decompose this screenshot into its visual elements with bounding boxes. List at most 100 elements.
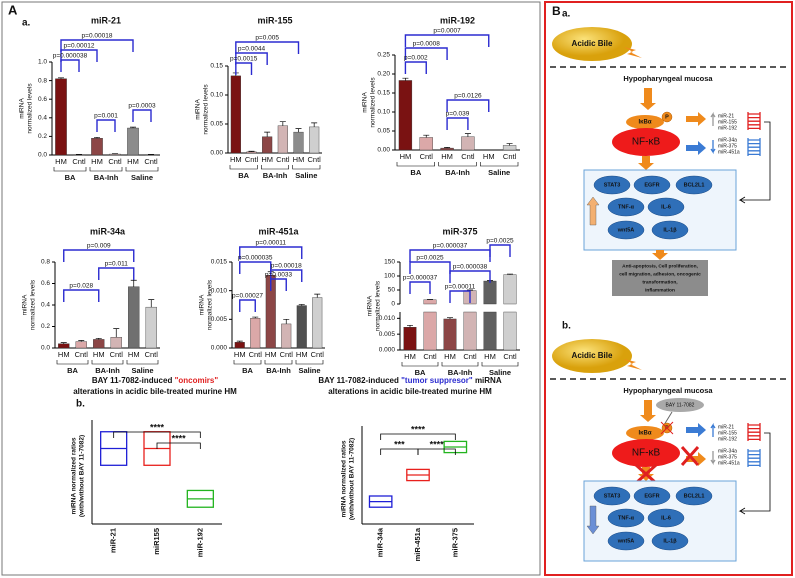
error-bar (252, 316, 259, 319)
significance-bracket (404, 34, 490, 47)
arrow (686, 141, 706, 155)
gene (647, 197, 685, 217)
error-bar (236, 340, 243, 343)
y-axis-label: miRNA (199, 294, 206, 315)
significance-bracket (449, 270, 491, 283)
bar (110, 337, 122, 349)
group-bracket (91, 360, 124, 365)
error-bar (298, 304, 305, 306)
x-tick-label: miR-21 (109, 528, 118, 553)
group-bracket (56, 360, 89, 365)
arrow (686, 423, 706, 437)
bar (483, 311, 497, 351)
error-bar (506, 143, 513, 146)
phospho-label: P (665, 114, 669, 120)
error-bar (113, 328, 120, 338)
group-label: BA (415, 368, 426, 377)
small-arrow (710, 451, 716, 466)
bar (296, 305, 307, 349)
nfkb-label: NF-κB (632, 137, 661, 148)
mirna-down: miR-451a (718, 460, 740, 466)
x-tick-label: HM (400, 152, 412, 161)
mirna-up: miR-155 (718, 430, 737, 436)
bar (277, 125, 288, 154)
p-value: p=0.000037 (433, 243, 468, 250)
y-axis-label: normalized levels (375, 280, 382, 331)
x-tick-label: Cntl (249, 350, 263, 359)
error-bar (447, 317, 453, 319)
group-label: Saline (295, 171, 317, 180)
y-axis-label: (with/without BAY 11-7082) (349, 438, 356, 520)
p-value: p=0.009 (87, 243, 111, 250)
p-value: p=0.000038 (53, 53, 88, 60)
p-value: p=0.0025 (486, 238, 514, 245)
group-bracket (264, 360, 293, 365)
group-bracket (438, 162, 477, 167)
gene (607, 531, 645, 551)
y-tick-label: 100 (384, 273, 395, 280)
error-bar (444, 146, 451, 149)
bar (234, 342, 245, 349)
x-tick-label: HM (91, 157, 103, 166)
y-tick-label: 50 (388, 287, 396, 294)
bar (398, 80, 413, 151)
significance-bracket (239, 261, 272, 274)
group-bracket (295, 360, 324, 365)
arrow (640, 88, 656, 110)
p-value: p=0.00018 (82, 33, 113, 40)
p-value: p=0.039 (446, 111, 470, 118)
y-tick-label: 0.00 (377, 147, 390, 154)
y-tick-label: 0.10 (377, 109, 390, 116)
x-tick-label: HM (483, 152, 495, 161)
gene (675, 486, 713, 506)
y-axis-label: normalized levels (203, 84, 210, 135)
p-value: p=0.0015 (230, 56, 258, 63)
mucosa-label: Hypopharyngeal mucosa (623, 386, 713, 395)
y-axis-label: miRNA (19, 98, 26, 119)
x-tick-label: miR-34a (376, 527, 385, 557)
significance-bracket (404, 61, 427, 74)
p-value: p=0.0033 (265, 272, 293, 279)
y-tick-label: 0.20 (377, 71, 390, 78)
x-tick-label: Cntl (110, 350, 124, 359)
x-tick-label: Cntl (463, 352, 477, 361)
sub-label: a. (562, 9, 571, 20)
significance-bracket (270, 269, 303, 282)
sub-label: b. (562, 321, 571, 332)
y-tick-label: 0.000 (211, 345, 228, 352)
significance: **** (150, 422, 165, 432)
error-bar (311, 122, 318, 127)
group-label: BA (65, 173, 76, 182)
x-tick-label: Cntl (144, 157, 158, 166)
gene-label: STAT3 (604, 493, 621, 499)
significance-bracket (63, 249, 135, 262)
gene (647, 508, 685, 528)
cross (680, 446, 700, 466)
outcome-text: transformation, (642, 279, 678, 285)
group-label: Saline (131, 366, 153, 375)
bar (463, 311, 477, 351)
gene-label: EGFR (644, 182, 659, 188)
y-axis-label: miRNA (367, 295, 374, 316)
significance-bracket (235, 62, 253, 75)
group-bracket (396, 162, 435, 167)
y-tick-label: 0.005 (211, 316, 228, 323)
p-value: p=0.001 (94, 113, 118, 120)
bar (230, 75, 241, 154)
gene (633, 175, 671, 195)
small-arrow (710, 111, 716, 126)
significance-bracket (380, 448, 419, 455)
x-tick-label: HM (441, 152, 453, 161)
gene-label: BCL2L1 (684, 182, 705, 188)
panel-b-frame (544, 1, 793, 576)
cross (660, 421, 674, 435)
outcome-box (612, 260, 708, 296)
chart-title: miR-34a (90, 226, 126, 236)
x-tick-label: HM (484, 352, 496, 361)
outcome-text: Inflammation (645, 287, 675, 293)
y-tick-label: 150 (384, 259, 395, 266)
x-tick-label: Cntl (75, 350, 89, 359)
significance: **** (411, 424, 426, 434)
group-bracket (53, 167, 87, 172)
x-tick-label: Cntl (423, 352, 437, 361)
